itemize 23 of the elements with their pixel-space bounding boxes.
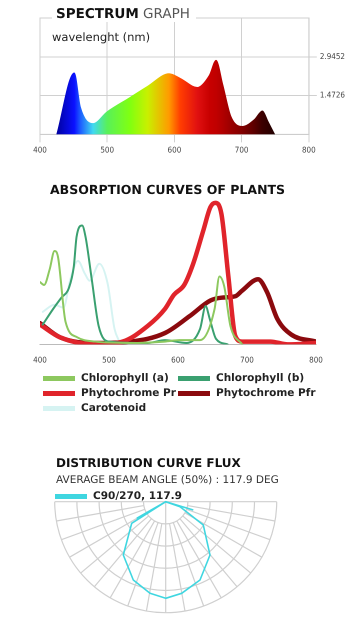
x-tick-label: 800 [302, 145, 316, 154]
chart-title: ABSORPTION CURVES OF PLANTS [50, 182, 286, 197]
x-tick-label: 700 [234, 145, 249, 154]
legend-label: Carotenoid [81, 402, 146, 414]
legend-label: C90/270, 117.9 [93, 490, 182, 502]
text: DISTRIBUTION CURVE FLUX [56, 456, 241, 470]
y-tick-label: 2.9452 [320, 52, 346, 61]
x-tick-label: 700 [240, 355, 254, 364]
legend-label: Chlorophyll (a) [81, 372, 169, 384]
x-tick-label: 600 [168, 145, 182, 154]
x-tick-label: 500 [102, 355, 116, 364]
y-tick-label: 1.4726 [320, 90, 346, 100]
x-tick-label: 600 [171, 355, 186, 364]
legend-label: Phytochrome Pfr [216, 387, 316, 399]
x-tick-label: 400 [33, 355, 48, 364]
legend-label: Chlorophyll (b) [216, 372, 304, 384]
legend-label: Phytochrome Pr [81, 387, 176, 399]
text: AVERAGE BEAM ANGLE (50%) : 117.9 DEG [56, 474, 279, 486]
x-tick-label: 800 [309, 355, 324, 364]
x-tick-label: 400 [33, 145, 48, 154]
chart-title: SPECTRUM GRAPH [56, 6, 190, 22]
x-tick-label: 500 [100, 145, 114, 154]
x-axis-title: wavelenght (nm) [52, 30, 150, 44]
